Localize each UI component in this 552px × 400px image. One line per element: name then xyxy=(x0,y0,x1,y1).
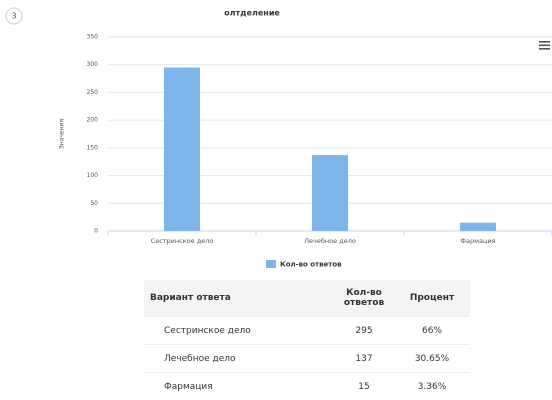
legend-swatch xyxy=(266,260,276,268)
y-tick-label: 250 xyxy=(87,89,99,96)
bar xyxy=(312,155,348,231)
y-tick-label: 100 xyxy=(87,172,99,179)
menu-button[interactable] xyxy=(539,41,550,50)
chart-title: олтделение xyxy=(224,9,280,18)
results-table: Вариант ответа Кол-во ответов Процент Се… xyxy=(144,280,470,400)
y-tick-label: 350 xyxy=(87,34,99,41)
menu-line xyxy=(539,45,550,47)
menu-line xyxy=(539,48,550,50)
x-tick-label: Фармация xyxy=(460,237,495,245)
bar xyxy=(460,223,496,231)
table-header: Вариант ответа Кол-во ответов Процент xyxy=(144,280,470,317)
chart: 3 олтделение Значения 0 50 100 150 200 250 300… xyxy=(0,0,552,280)
table-cell: 66% xyxy=(394,317,470,345)
y-tick-label: 200 xyxy=(87,117,99,124)
bar xyxy=(164,67,200,231)
question-number: 3 xyxy=(11,12,16,21)
menu-line xyxy=(539,41,550,43)
header-cell: Вариант ответа xyxy=(144,280,334,317)
header-cell: Процент xyxy=(394,280,470,317)
table-cell: Фармация xyxy=(144,373,334,400)
y-tick-label: 50 xyxy=(90,200,98,207)
header-cell: Кол-во ответов xyxy=(334,280,394,317)
y-tick-label: 0 xyxy=(94,228,98,235)
y-tick-label: 300 xyxy=(87,61,99,68)
table-cell: 3.36% xyxy=(394,373,470,400)
table-cell: 295 xyxy=(334,317,394,345)
x-tick-label: Сестринское дело xyxy=(151,237,214,245)
y-tick-label: 150 xyxy=(87,144,99,151)
x-tick-label: Лечебное дело xyxy=(304,237,356,245)
y-axis-label: Значения xyxy=(59,119,66,150)
table-cell: 30.65% xyxy=(394,345,470,373)
legend-label: Кол-во ответов xyxy=(280,261,342,269)
table-cell: 15 xyxy=(334,373,394,400)
table-cell: Лечебное дело xyxy=(144,345,334,373)
table-cell: Сестринское дело xyxy=(144,317,334,345)
table-cell: 137 xyxy=(334,345,394,373)
